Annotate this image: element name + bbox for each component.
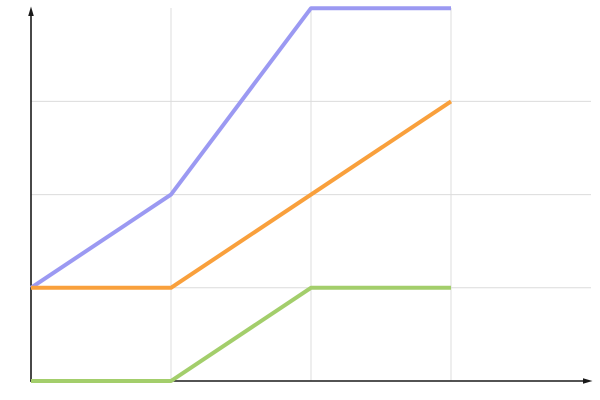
- y-axis-arrowhead-icon: [28, 6, 34, 16]
- series-purple-line: [29, 6, 451, 290]
- x-axis-arrowhead-icon: [583, 378, 593, 384]
- series-orange-line: [31, 99, 453, 290]
- series-green-line: [31, 285, 451, 383]
- series-group: [29, 6, 453, 383]
